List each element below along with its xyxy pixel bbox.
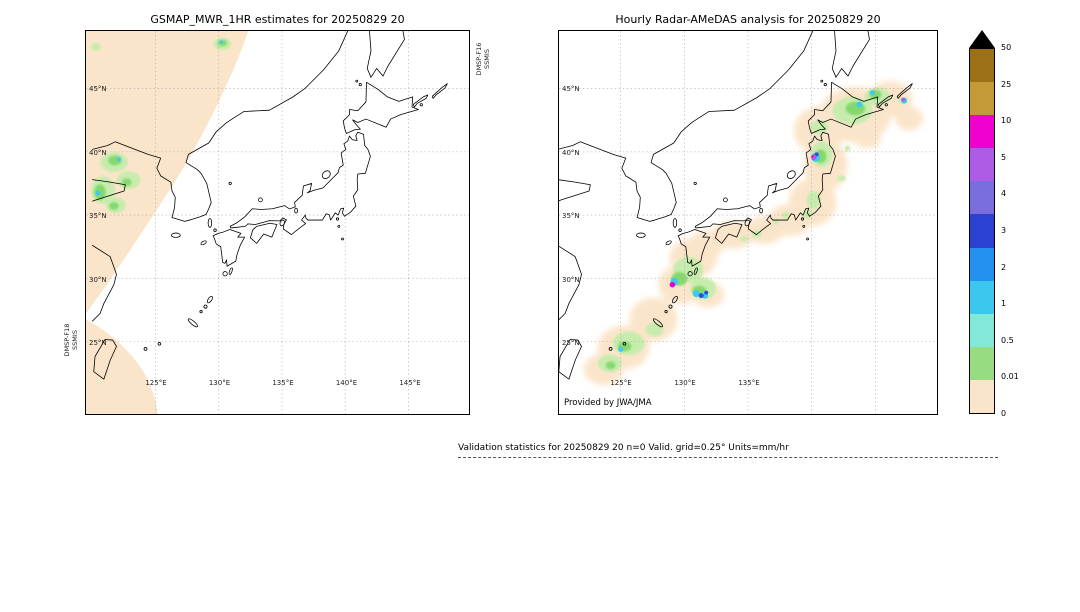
- lat-tick: 30°N: [562, 275, 580, 284]
- precip-cells-extreme: [669, 155, 814, 288]
- lon-tick: 125°E: [610, 379, 632, 387]
- right-panel-title: Hourly Radar-AMeDAS analysis for 2025082…: [615, 13, 881, 26]
- lat-tick: 35°N: [89, 212, 107, 220]
- data-provider-credit: Provided by JWA/JMA: [564, 398, 652, 408]
- lat-tick: 25°N: [562, 339, 580, 347]
- satellite-name: DMSP-F16: [475, 42, 483, 76]
- colorbar-segment: [970, 214, 994, 248]
- colorbar-tick-label: 0: [1001, 408, 1007, 418]
- colorbar-segment: [970, 346, 994, 380]
- validation-statistics-caption: Validation statistics for 20250829 20 n=…: [458, 443, 998, 458]
- lon-tick: 145°E: [399, 379, 421, 387]
- gsmap-map-canvas: [86, 31, 469, 414]
- colorbar-segments: [969, 48, 995, 414]
- coastlines: [559, 31, 913, 380]
- colorbar-segment: [970, 148, 994, 182]
- lat-tick: 35°N: [562, 212, 580, 220]
- colorbar-tick-label: 0.5: [1001, 335, 1014, 345]
- lon-tick: 125°E: [145, 379, 167, 387]
- lon-tick: 130°E: [674, 379, 696, 387]
- colorbar-segment: [970, 181, 994, 215]
- precip-cells-moderate: [95, 40, 223, 196]
- colorbar-segment: [970, 313, 994, 347]
- lat-tick: 30°N: [89, 275, 107, 284]
- colorbar-segment: [970, 82, 994, 116]
- colorbar-tick-label: 5: [1001, 152, 1007, 162]
- lon-tick: 140°E: [335, 379, 358, 387]
- colorbar-overflow-triangle: [969, 30, 995, 48]
- sensor-name: SSMIS: [483, 49, 491, 69]
- gridlines: [559, 31, 937, 414]
- left-panel-title: GSMAP_MWR_1HR estimates for 20250829 20: [150, 13, 405, 26]
- colorbar-tick-label: 1: [1001, 299, 1007, 309]
- lat-tick: 45°N: [89, 85, 107, 93]
- colorbar-tick-label: 50: [1001, 43, 1012, 52]
- colorbar-segment: [970, 247, 994, 281]
- colorbar-segment: [970, 280, 994, 314]
- colorbar-tick-label: 10: [1001, 116, 1012, 126]
- satellite-swath-areas: [86, 31, 249, 414]
- lat-tick: 40°N: [562, 148, 580, 157]
- colorbar-segment: [970, 379, 994, 414]
- lat-tick: 45°N: [562, 85, 580, 93]
- gsmap-map-panel: 125°E 130°E 135°E 140°E 145°E 45°N 40°N …: [85, 30, 470, 415]
- colorbar-tick-label: 4: [1001, 189, 1007, 199]
- precip-cells-strong: [698, 152, 819, 299]
- satellite-name: DMSP-F18: [63, 323, 71, 357]
- radar-amedas-map-canvas: [559, 31, 937, 414]
- colorbar-tick-labels: 50 25 10 5 4 3 2 1 0.5 0.01 0: [1001, 44, 1019, 418]
- colorbar-segment: [970, 49, 994, 83]
- colorbar-tick-label: 2: [1001, 262, 1007, 272]
- gridlines: [86, 31, 469, 414]
- lat-tick: 25°N: [89, 339, 107, 347]
- sensor-name: SSMIS: [71, 330, 79, 350]
- radar-amedas-map-panel: 125°E 130°E 135°E 45°N 40°N 35°N 30°N 25…: [558, 30, 938, 415]
- lon-tick: 130°E: [208, 379, 231, 387]
- precip-cells-light: [90, 37, 232, 214]
- lon-tick: 135°E: [738, 379, 760, 387]
- colorbar-tick-label: 0.01: [1001, 372, 1019, 382]
- colorbar-segment: [970, 115, 994, 149]
- lon-tick: 135°E: [272, 379, 294, 387]
- lat-tick: 40°N: [89, 148, 107, 157]
- colorbar-tick-label: 3: [1001, 225, 1007, 235]
- colorbar-tick-label: 25: [1001, 79, 1012, 89]
